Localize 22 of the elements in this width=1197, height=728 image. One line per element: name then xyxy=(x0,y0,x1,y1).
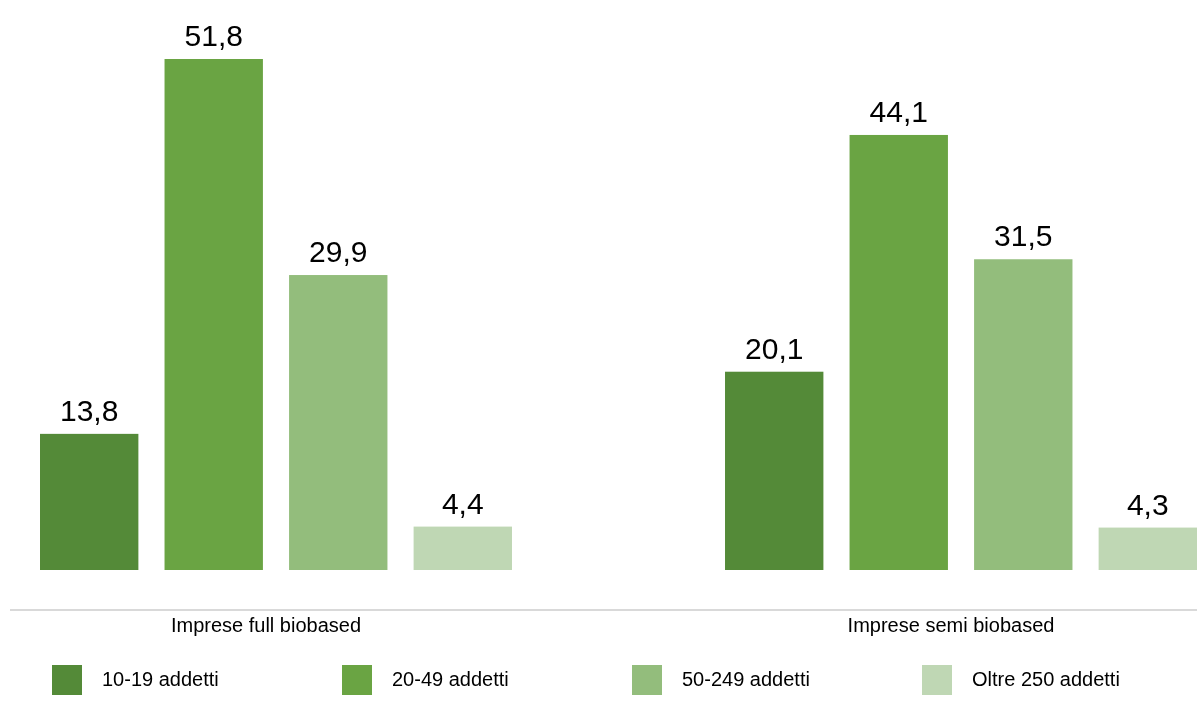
bar xyxy=(413,526,512,570)
data-label: 4,4 xyxy=(441,486,484,520)
bar xyxy=(40,433,139,570)
x-tick-label: Imprese semi biobased xyxy=(847,614,1055,636)
legend-label: 10-19 addetti xyxy=(102,668,219,690)
data-label: 4,3 xyxy=(1126,487,1169,521)
bar xyxy=(1098,527,1197,570)
bar xyxy=(164,59,263,570)
legend-label: 50-249 addetti xyxy=(682,668,810,690)
x-tick-label: Imprese full biobased xyxy=(170,614,362,636)
bar xyxy=(849,134,948,570)
legend-label: 20-49 addetti xyxy=(392,668,509,690)
bar xyxy=(725,371,824,570)
data-label: 44,1 xyxy=(869,94,928,128)
bar xyxy=(974,259,1073,570)
data-label: 31,5 xyxy=(994,219,1053,253)
legend-label: Oltre 250 addetti xyxy=(972,668,1120,690)
bar xyxy=(289,275,388,570)
data-label: 20,1 xyxy=(745,331,804,365)
data-label: 29,9 xyxy=(309,235,368,269)
data-label: 51,8 xyxy=(184,19,243,52)
data-label: 13,8 xyxy=(60,393,119,427)
